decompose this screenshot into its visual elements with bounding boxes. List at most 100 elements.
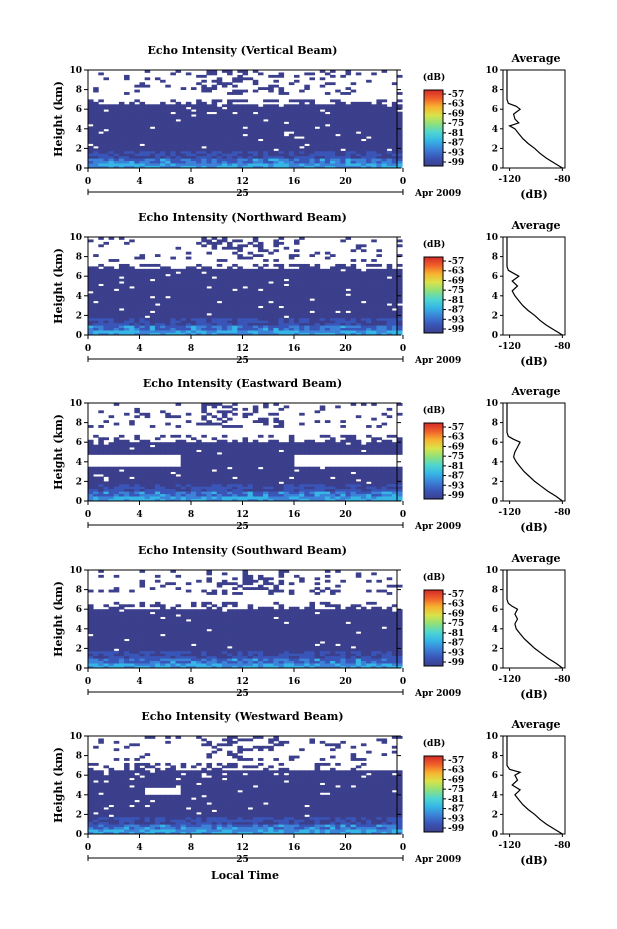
- heatmap-cell: [113, 138, 120, 142]
- heatmap-cell: [103, 315, 109, 319]
- heatmap-cell: [88, 281, 94, 284]
- heatmap-cell: [118, 305, 125, 309]
- heatmap-cell: [304, 498, 310, 502]
- heatmap-cell: [257, 72, 264, 76]
- heatmap-cell: [185, 498, 192, 502]
- heatmap-cell: [88, 131, 94, 135]
- heatmap-cell: [288, 290, 295, 294]
- heatmap-cell: [154, 116, 161, 120]
- heatmap-cell: [129, 133, 135, 137]
- heatmap-cell: [350, 148, 357, 152]
- heatmap-cell: [376, 286, 382, 289]
- heatmap-cell: [335, 474, 341, 477]
- heatmap-cell: [355, 148, 362, 152]
- heatmap-cell: [355, 452, 362, 455]
- heatmap-cell: [340, 106, 346, 110]
- heatmap-cell: [196, 114, 202, 117]
- heatmap-cell: [263, 498, 269, 502]
- heatmap-cell: [350, 317, 357, 321]
- heatmap-cell: [160, 434, 166, 438]
- heatmap-cell: [170, 474, 176, 477]
- heatmap-cell: [232, 281, 238, 284]
- heatmap-cell: [278, 109, 285, 113]
- heatmap-cell: [149, 491, 156, 495]
- heatmap-cell: [206, 449, 212, 453]
- heatmap-cell: [149, 493, 156, 497]
- heatmap-cell: [257, 283, 264, 287]
- heatmap-cell: [242, 244, 249, 248]
- heatmap-cell: [124, 286, 130, 289]
- heatmap-cell: [196, 454, 202, 458]
- heatmap-cell: [319, 330, 326, 333]
- heatmap-cell: [139, 158, 146, 162]
- heatmap-cell: [154, 119, 161, 122]
- heatmap-cell: [108, 131, 115, 135]
- heatmap-cell: [381, 141, 388, 144]
- heatmap-cell: [299, 155, 305, 159]
- heatmap-cell: [366, 273, 372, 277]
- heatmap-cell: [88, 483, 94, 487]
- heatmap-cell: [129, 293, 135, 297]
- heatmap-cell: [386, 278, 393, 282]
- heatmap-cell: [350, 491, 357, 495]
- heatmap-cell: [185, 128, 192, 132]
- heatmap-cell: [397, 276, 403, 280]
- heatmap-cell: [160, 79, 166, 83]
- heatmap-cell: [237, 121, 243, 125]
- heatmap-cell: [113, 136, 120, 139]
- heatmap-cell: [257, 464, 264, 468]
- heatmap-cell: [330, 290, 336, 294]
- heatmap-cell: [314, 123, 321, 127]
- heatmap-cell: [242, 415, 249, 419]
- heatmap-cell: [263, 109, 269, 113]
- heatmap-cell: [371, 158, 377, 162]
- heatmap-cell: [191, 310, 197, 314]
- heatmap-cell: [299, 442, 305, 446]
- heatmap-cell: [340, 101, 346, 105]
- heatmap-cell: [397, 150, 403, 154]
- heatmap-cell: [175, 325, 182, 329]
- heatmap-cell: [252, 158, 259, 162]
- heatmap-cell: [355, 126, 362, 130]
- heatmap-cell: [242, 148, 249, 152]
- heatmap-cell: [211, 461, 218, 465]
- heatmap-cell: [355, 305, 362, 309]
- heatmap-cell: [355, 111, 362, 115]
- heatmap-cell: [371, 300, 377, 304]
- heatmap-cell: [170, 310, 176, 314]
- heatmap-cell: [93, 87, 99, 90]
- heatmap-cell: [118, 148, 125, 152]
- heatmap-cell: [129, 330, 135, 333]
- heatmap-cell: [144, 439, 151, 443]
- heatmap-cell: [366, 288, 372, 292]
- heatmap-cell: [386, 111, 393, 115]
- heatmap-cell: [175, 290, 182, 294]
- heatmap-cell: [103, 330, 109, 333]
- heatmap-cell: [221, 84, 228, 88]
- heatmap-cell: [257, 310, 264, 314]
- heatmap-cell: [144, 471, 151, 475]
- heatmap-cell: [144, 478, 151, 482]
- heatmap-cell: [191, 268, 197, 272]
- heatmap-cell: [283, 276, 290, 280]
- heatmap-cell: [283, 155, 290, 159]
- heatmap-cell: [397, 278, 403, 282]
- heatmap-cell: [386, 295, 393, 299]
- heatmap-cell: [124, 449, 130, 453]
- heatmap-cell: [350, 136, 357, 139]
- heatmap-cell: [98, 439, 104, 443]
- heatmap-cell: [206, 295, 212, 299]
- heatmap-cell: [144, 111, 151, 115]
- heatmap-cell: [386, 493, 393, 497]
- heatmap-cell: [381, 330, 388, 333]
- heatmap-cell: [397, 111, 403, 115]
- heatmap-cell: [232, 263, 238, 267]
- heatmap-cell: [149, 298, 156, 302]
- heatmap-cell: [319, 496, 326, 499]
- heatmap-cell: [309, 121, 315, 125]
- heatmap-cell: [355, 447, 362, 450]
- heatmap-cell: [263, 259, 269, 262]
- heatmap-cell: [237, 298, 243, 302]
- heatmap-cell: [124, 263, 130, 267]
- heatmap-cell: [263, 461, 269, 465]
